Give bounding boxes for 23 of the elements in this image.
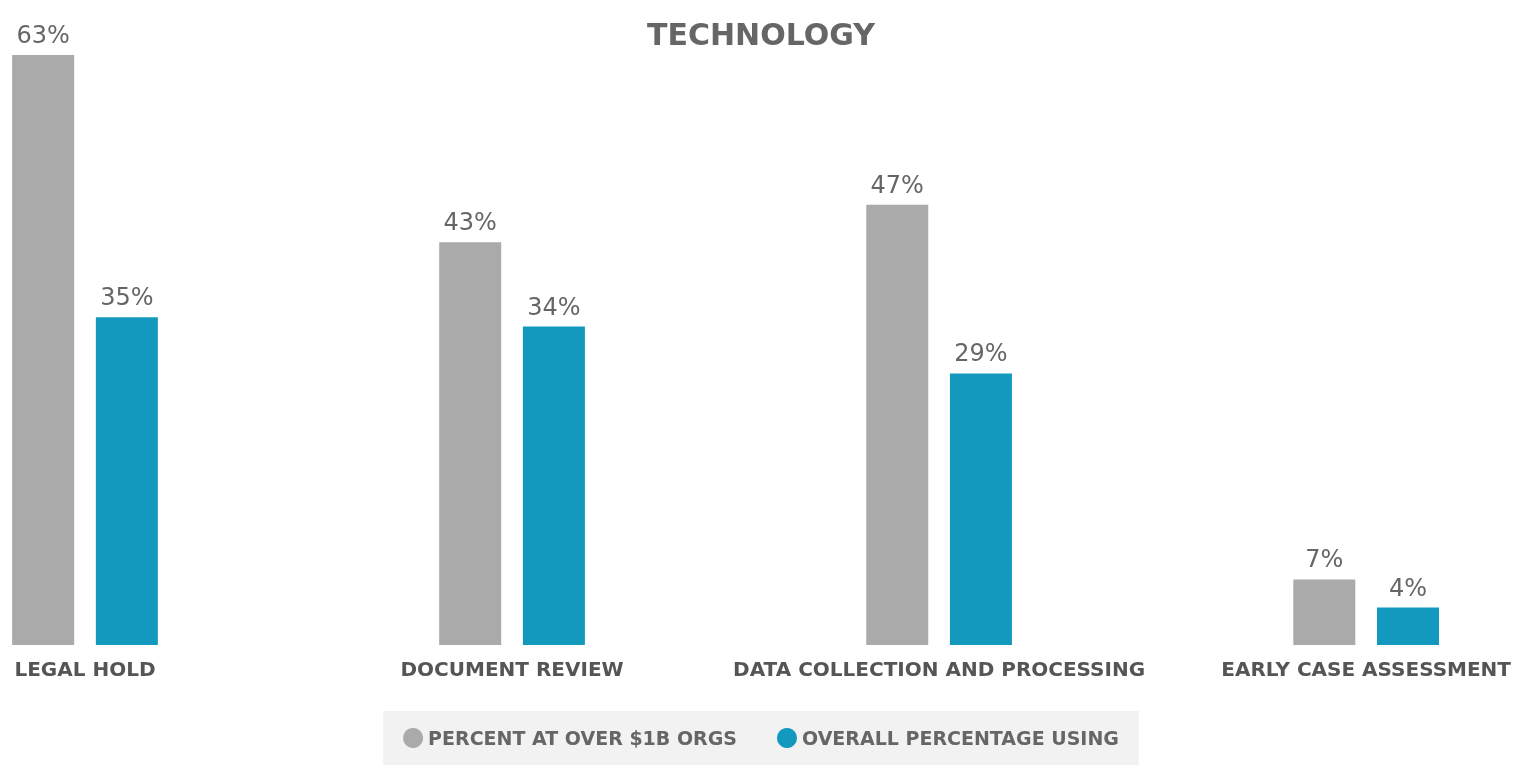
x-tick-label: DATA COLLECTION AND PROCESSING [733,657,1146,681]
data-label: 29% [954,339,1008,368]
data-label: 34% [527,292,581,321]
bar [95,317,158,645]
bar [12,55,75,645]
data-label: 4% [1388,573,1428,602]
x-tick-label: EARLY CASE ASSESSMENT [1221,657,1512,681]
legend-label: OVERALL PERCENTAGE USING [802,727,1119,749]
x-tick-label: LEGAL HOLD [14,657,156,681]
data-label: 63% [16,21,70,49]
bar [1377,607,1439,645]
bar [522,326,585,645]
data-label: 43% [443,208,497,237]
data-label: 47% [870,170,924,199]
bar [1293,579,1356,645]
bar [866,204,929,645]
data-label: 35% [100,283,154,312]
x-tick-label: DOCUMENT REVIEW [400,657,624,681]
bar [949,373,1012,645]
bar [439,242,502,645]
data-label: 7% [1305,545,1344,574]
chart-title: TECHNOLOGY [647,16,877,52]
legend-label: PERCENT AT OVER $1B ORGS [428,727,738,749]
